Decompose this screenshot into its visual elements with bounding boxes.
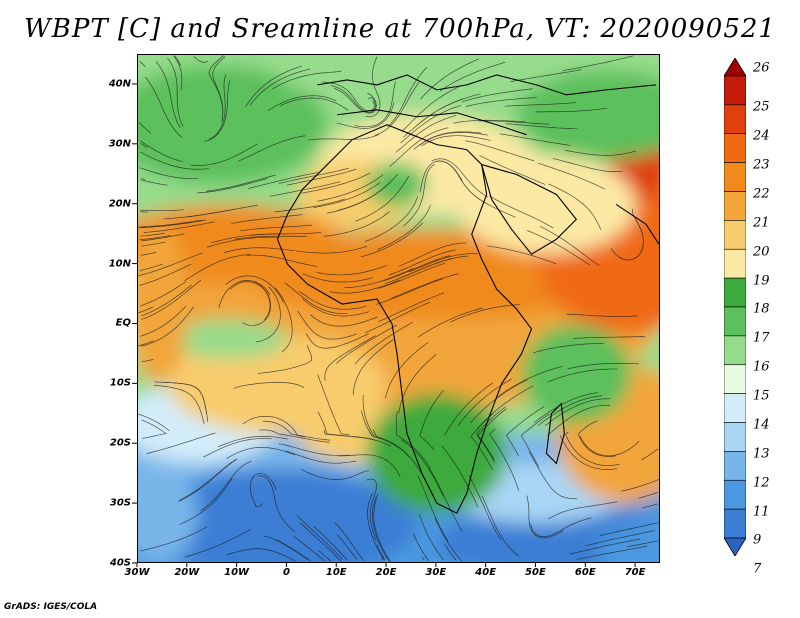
colorbar-label: 13 [753,446,770,462]
lat-label: 10N [108,258,131,270]
colorbar-label: 7 [753,561,762,577]
lat-label: 30N [108,138,131,150]
colorbar-segment [724,364,746,394]
lat-label: 30S [109,497,131,509]
lon-label: 50E [525,567,546,578]
colorbar-segment [724,248,746,279]
colorbar-label: 16 [753,359,770,375]
colorbar-label: 20 [753,244,770,260]
footer-credit: GrADS: IGES/COLA [4,602,98,612]
chart-title: WBPT [C] and Sreamline at 700hPa, VT: 20… [24,14,776,44]
colorbar-label: 9 [753,532,762,548]
lon-label: 20E [375,567,397,578]
colorbar-label: 18 [753,301,770,317]
colorbar-label: 19 [753,273,770,289]
lon-label: 10W [224,567,250,578]
wbpt-field [138,55,659,562]
colorbar-label: 15 [753,388,770,404]
lon-label: 30E [425,567,447,578]
colorbar-segment [724,133,746,163]
lon-label: 0 [282,567,290,578]
lat-label: EQ [115,317,131,329]
colorbar-label: 24 [753,128,770,144]
lat-label: 40N [108,78,131,90]
colorbar-bottom-arrow [724,537,746,556]
colorbar-segment [724,393,746,423]
colorbar-label: 21 [753,215,770,231]
lat-label: 20S [109,437,131,449]
streamlines [138,55,659,562]
lat-label: 40S [109,557,131,569]
colorbar [724,58,746,556]
colorbar-segment [724,75,746,106]
colorbar-segment [724,220,746,250]
lat-label: 10S [109,377,131,389]
colorbar-top-arrow [724,58,746,77]
colorbar-label: 14 [753,417,770,433]
colorbar-label: 25 [753,99,770,115]
colorbar-segment [724,162,746,192]
colorbar-label: 22 [753,186,770,202]
colorbar-label: 26 [753,60,770,76]
colorbar-segment [724,104,746,135]
colorbar-label: 23 [753,157,770,173]
lon-label: 10E [325,567,347,578]
colorbar-segment [724,422,746,452]
lon-label: 70E [624,567,646,578]
lon-label: 30W [124,567,150,578]
map-panel [137,54,660,563]
colorbar-segment [724,335,746,366]
lat-label: 20N [108,198,131,210]
colorbar-label: 11 [753,504,770,520]
colorbar-label: 12 [753,475,770,491]
colorbar-segment [724,508,746,539]
colorbar-label: 17 [753,330,770,346]
coastlines [276,74,659,514]
colorbar-segment [724,451,746,481]
colorbar-segment [724,306,746,337]
lon-label: 40E [475,567,497,578]
colorbar-segment [724,191,746,221]
map-field [138,55,659,562]
colorbar-segment [724,479,746,510]
lon-label: 60E [574,567,596,578]
lon-label: 20W [174,567,200,578]
colorbar-segment [724,277,746,308]
